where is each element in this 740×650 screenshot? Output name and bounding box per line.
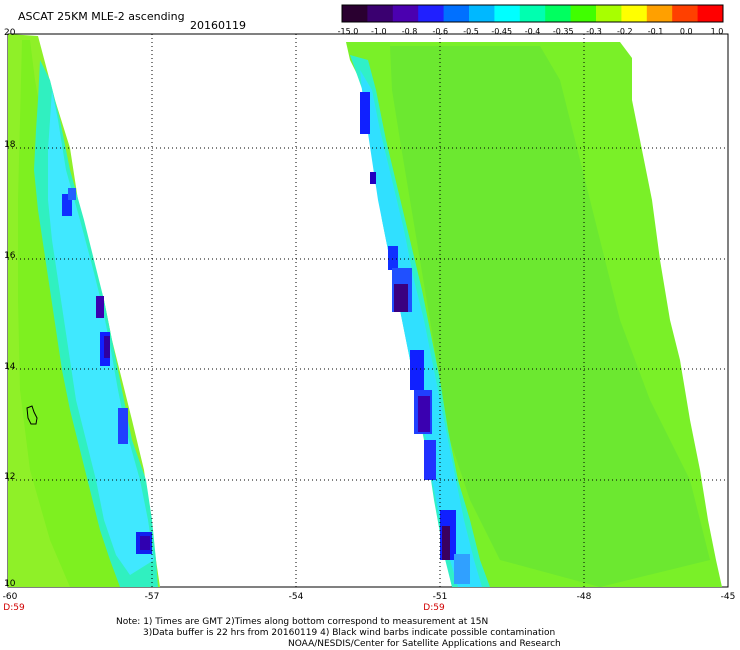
colorbar-swatch [443, 5, 470, 22]
colorbar-swatch [392, 5, 419, 22]
colorbar [341, 4, 724, 23]
colorbar-label: 0.0 [679, 27, 693, 36]
colorbar-label: -0.4 [524, 27, 541, 36]
colorbar-swatch [570, 5, 597, 22]
colorbar-swatch [494, 5, 521, 22]
note-line-2: 3)Data buffer is 22 hrs from 20160119 4)… [143, 628, 556, 638]
colorbar-swatch [697, 5, 724, 22]
time-label-left: D:59 [3, 603, 25, 613]
left-swath [8, 34, 160, 587]
note-line-3: NOAA/NESDIS/Center for Satellite Applica… [288, 639, 561, 649]
y-tick-label: 14 [4, 362, 16, 372]
y-tick-label: 16 [4, 251, 16, 261]
colorbar-label: -0.35 [552, 27, 574, 36]
colorbar-label: -1.0 [370, 27, 387, 36]
colorbar-label: -0.5 [463, 27, 479, 36]
product-title: ASCAT 25KM MLE-2 ascending [18, 10, 185, 23]
colorbar-swatch [672, 5, 699, 22]
colorbar-label: -0.1 [647, 27, 664, 36]
colorbar-label: -15.0 [337, 27, 359, 36]
note-line-1: Note: 1) Times are GMT 2)Times along bot… [116, 617, 489, 627]
colorbar-swatch [545, 5, 572, 22]
island-outline [26, 405, 38, 425]
colorbar-swatch [342, 5, 368, 22]
colorbar-swatch [596, 5, 622, 22]
colorbar-swatch [621, 5, 648, 22]
x-tick-label: -60 [2, 592, 18, 602]
colorbar-label: -0.8 [401, 27, 418, 36]
x-tick-label: -57 [144, 592, 160, 602]
colorbar-label: -0.2 [616, 27, 633, 36]
time-label-right: D:59 [423, 603, 445, 613]
colorbar-swatch [469, 5, 495, 22]
colorbar-label: -0.3 [586, 27, 602, 36]
graticule [8, 34, 728, 587]
x-tick-label: -48 [576, 592, 592, 602]
colorbar-label: -0.6 [432, 27, 449, 36]
y-tick-label: 20 [4, 28, 16, 38]
colorbar-swatch [418, 5, 445, 22]
y-tick-label: 18 [4, 140, 16, 150]
x-tick-label: -51 [432, 592, 448, 602]
colorbar-swatch [519, 5, 546, 22]
colorbar-swatch [367, 5, 394, 22]
x-tick-label: -54 [288, 592, 304, 602]
colorbar-label: 1.0 [710, 27, 724, 36]
colorbar-label: -0.45 [491, 27, 513, 36]
y-tick-label: 10 [4, 579, 16, 589]
x-tick-label: -45 [720, 592, 736, 602]
y-tick-label: 12 [4, 472, 16, 482]
product-date: 20160119 [190, 19, 246, 32]
colorbar-swatch [646, 5, 673, 22]
